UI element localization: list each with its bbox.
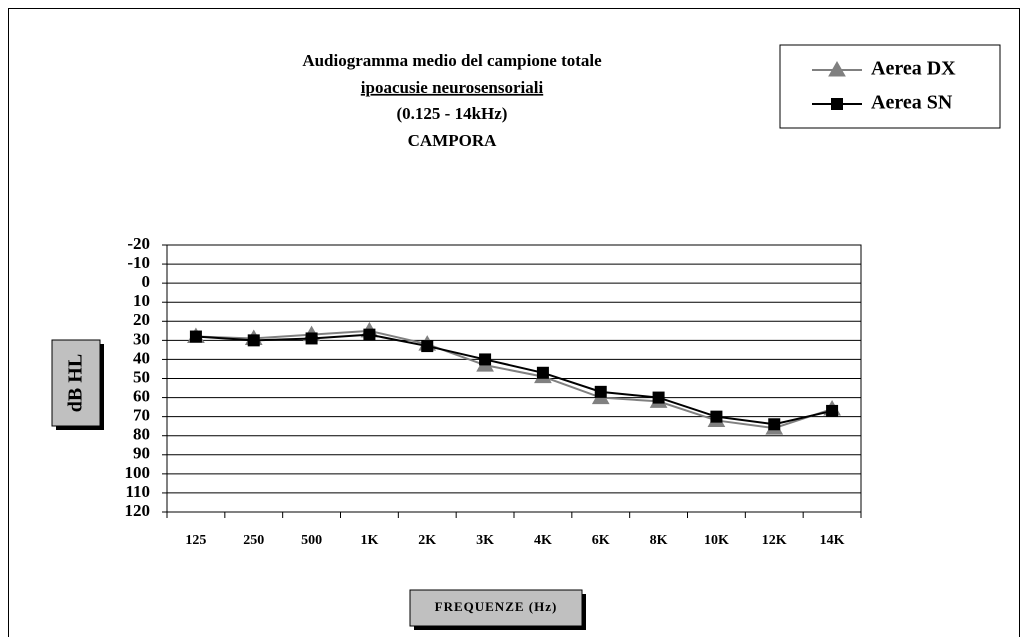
y-tick-label: 10: [133, 291, 150, 310]
chart-title: Audiogramma medio del campione totale: [302, 51, 602, 70]
series-line: [195, 333, 833, 426]
marker: [247, 334, 260, 347]
x-tick-label: 125: [185, 533, 206, 548]
y-tick-label: 90: [133, 444, 150, 463]
y-tick-label: -20: [127, 234, 150, 253]
marker: [421, 340, 434, 353]
legend-label: Aerea SN: [871, 92, 953, 114]
y-tick-label: 50: [133, 367, 150, 386]
y-tick-label: -10: [127, 253, 150, 272]
y-tick-label: 110: [125, 482, 150, 501]
y-tick-label: 30: [133, 329, 150, 348]
chart-subtitle: ipoacusie neurosensoriali: [361, 78, 544, 97]
marker: [828, 60, 846, 77]
marker: [305, 332, 318, 345]
marker: [652, 391, 665, 404]
marker: [189, 330, 202, 343]
y-label-box: [51, 339, 101, 427]
y-tick-label: 0: [142, 272, 151, 291]
marker: [363, 328, 376, 341]
marker: [768, 418, 781, 431]
x-tick-label: 8K: [650, 533, 668, 548]
marker: [594, 385, 607, 398]
x-tick-label: 4K: [534, 533, 552, 548]
y-tick-label: 80: [133, 425, 150, 444]
x-tick-label: 1K: [360, 533, 378, 548]
y-tick-label: 40: [133, 348, 150, 367]
marker: [479, 353, 492, 366]
x-label-box: [409, 589, 583, 627]
y-tick-label: 120: [125, 501, 151, 520]
chart-border: [8, 8, 1020, 637]
x-tick-label: 14K: [820, 533, 845, 548]
marker: [710, 410, 723, 423]
y-tick-label: 100: [125, 463, 151, 482]
x-tick-label: 3K: [476, 533, 494, 548]
x-tick-label: 250: [243, 533, 264, 548]
x-tick-label: 500: [301, 533, 322, 548]
y-tick-label: 60: [133, 386, 150, 405]
x-tick-label: 6K: [592, 533, 610, 548]
chart-subtitle: (0.125 - 14kHz): [397, 104, 508, 123]
x-tick-label: 2K: [418, 533, 436, 548]
marker: [536, 366, 549, 379]
legend-label: Aerea DX: [871, 58, 956, 80]
x-tick-label: 10K: [704, 533, 729, 548]
x-tick-label: 12K: [762, 533, 787, 548]
marker: [831, 98, 843, 110]
y-axis-label: dB HL: [65, 354, 87, 412]
series-line: [195, 329, 833, 430]
marker: [826, 404, 839, 417]
legend-box: [779, 44, 1001, 129]
chart-subtitle: CAMPORA: [408, 131, 497, 150]
x-axis-label: FREQUENZE (Hz): [435, 599, 558, 614]
y-tick-label: 70: [133, 406, 150, 425]
y-tick-label: 20: [133, 310, 150, 329]
